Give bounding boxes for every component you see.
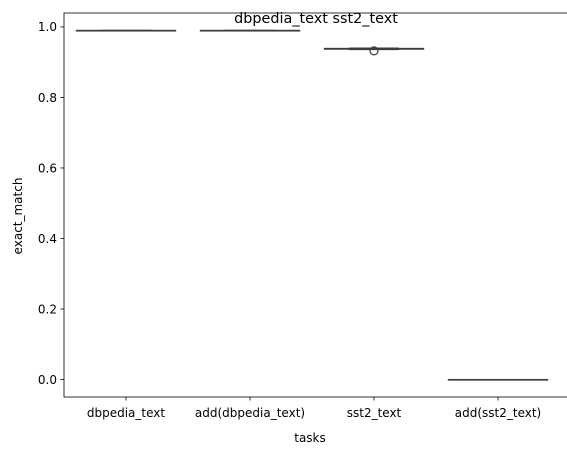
y-tick-label: 1.0 bbox=[38, 20, 57, 34]
plot-frame bbox=[63, 12, 567, 398]
y-tick-label: 0.2 bbox=[38, 302, 57, 316]
y-tick-label: 0.0 bbox=[38, 373, 57, 387]
box-dbpedia_text bbox=[75, 29, 177, 32]
y-tick-label: 0.4 bbox=[38, 232, 57, 246]
y-axis-label: exact_match bbox=[11, 178, 25, 255]
box-sst2_text bbox=[323, 46, 425, 56]
y-tick-label: 0.8 bbox=[38, 91, 57, 105]
x-axis: dbpedia_text add(dbpedia_text) sst2_text ad… bbox=[87, 397, 541, 420]
box-add(sst2_text) bbox=[447, 378, 549, 381]
y-tick-label: 0.6 bbox=[38, 161, 57, 175]
x-tick-label: sst2_text bbox=[347, 406, 402, 420]
x-tick-label: dbpedia_text bbox=[87, 406, 166, 420]
box-series bbox=[75, 29, 549, 381]
x-tick-label: add(sst2_text) bbox=[455, 406, 541, 420]
outlier-point bbox=[369, 46, 379, 56]
box-add(dbpedia_text) bbox=[199, 29, 301, 32]
y-axis: 0.0 0.2 0.4 0.6 0.8 1.0 bbox=[38, 20, 64, 387]
chart-title: dbpedia_text sst2_text bbox=[234, 11, 398, 27]
x-axis-label: tasks bbox=[294, 431, 326, 445]
x-tick-label: add(dbpedia_text) bbox=[195, 406, 305, 420]
